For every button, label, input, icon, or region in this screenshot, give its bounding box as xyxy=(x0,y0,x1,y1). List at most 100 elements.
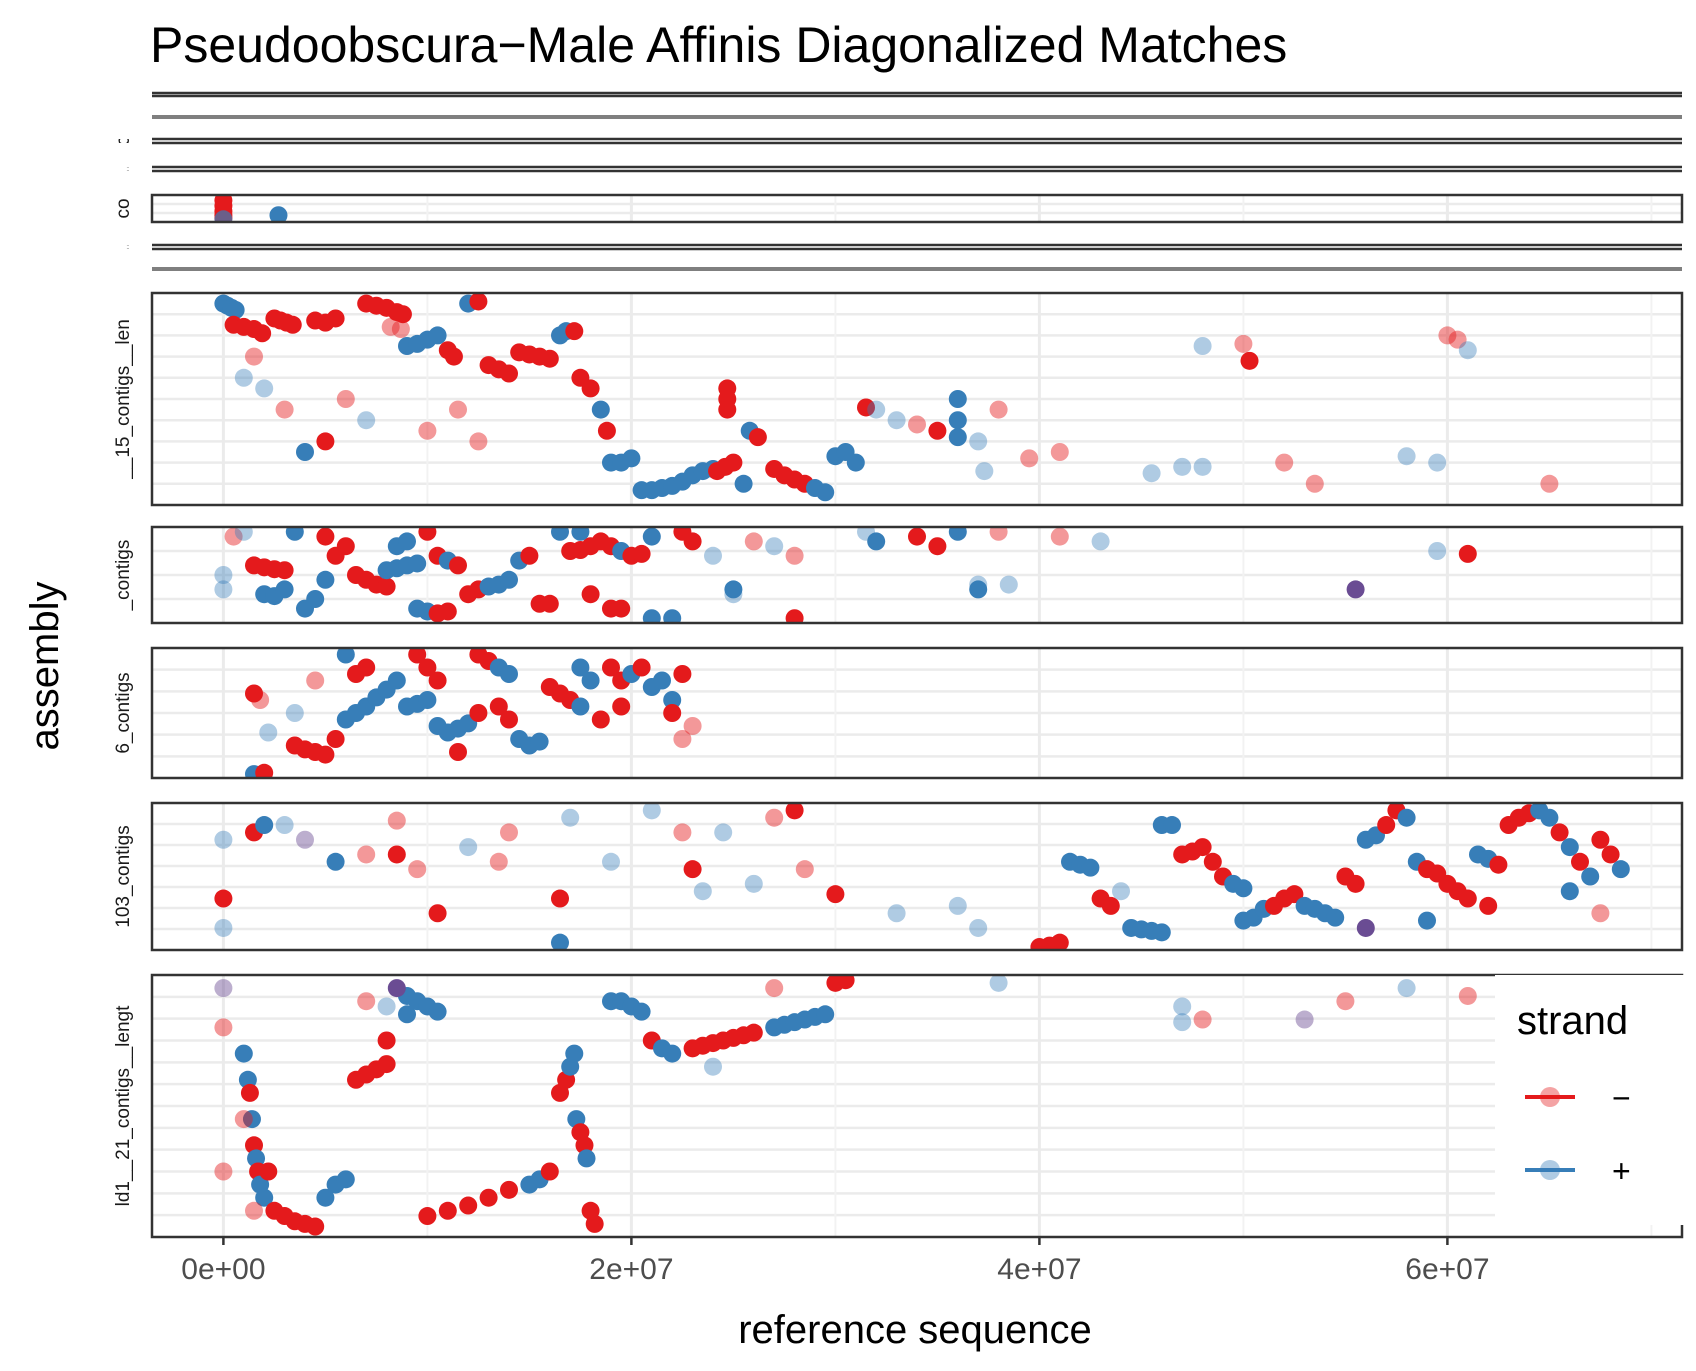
data-point xyxy=(326,309,345,328)
data-point xyxy=(836,975,855,990)
data-point xyxy=(683,532,702,551)
facet-panels: .... c.. co.... __15_contigs__len _contigs 6_… xyxy=(113,91,1684,1239)
data-point xyxy=(540,1162,559,1181)
data-point xyxy=(1418,911,1436,930)
data-point xyxy=(306,671,325,690)
data-point xyxy=(285,527,304,541)
data-point xyxy=(387,845,406,864)
data-point xyxy=(500,570,518,589)
data-point xyxy=(428,904,447,923)
data-point xyxy=(285,704,304,722)
points-layer xyxy=(214,975,1477,1236)
data-point xyxy=(377,577,396,596)
data-point xyxy=(428,326,447,345)
data-point xyxy=(1438,326,1457,345)
data-point xyxy=(234,1110,253,1129)
facet-panel: 6_contigs xyxy=(113,646,1684,780)
strip-label: .. xyxy=(113,164,134,175)
data-point xyxy=(642,609,661,623)
legend-label-minus: − xyxy=(1612,1080,1631,1116)
strip-label-clip: .. xyxy=(113,164,134,175)
data-point xyxy=(245,1201,263,1220)
data-point xyxy=(663,691,682,709)
data-point xyxy=(718,379,737,398)
data-point xyxy=(336,390,355,408)
data-point xyxy=(1193,1010,1212,1029)
data-point xyxy=(1173,457,1192,476)
data-point xyxy=(1142,464,1161,483)
data-point xyxy=(326,852,345,871)
data-point xyxy=(438,1201,457,1220)
strip-label-clip: co xyxy=(113,198,134,218)
data-point xyxy=(1050,933,1069,950)
data-point xyxy=(1591,830,1610,849)
data-point xyxy=(377,1055,396,1074)
data-point xyxy=(989,527,1008,541)
data-point xyxy=(336,648,355,664)
strip-label: .. xyxy=(113,112,134,123)
data-point xyxy=(948,390,967,408)
data-point xyxy=(928,537,947,556)
data-point xyxy=(449,400,467,419)
data-point xyxy=(214,1018,233,1037)
data-point xyxy=(1560,838,1579,857)
data-point xyxy=(948,896,967,915)
data-point xyxy=(306,590,325,608)
data-point xyxy=(765,808,784,827)
points-layer xyxy=(214,527,1477,623)
data-point xyxy=(632,658,651,677)
strip-label: c xyxy=(113,136,134,146)
data-point xyxy=(387,979,406,998)
data-point xyxy=(693,882,712,901)
data-point xyxy=(296,443,314,461)
data-point xyxy=(357,845,376,864)
data-point xyxy=(1163,816,1181,835)
data-point xyxy=(734,474,753,493)
data-point xyxy=(724,453,743,472)
data-point xyxy=(1458,889,1477,908)
data-point xyxy=(224,527,243,546)
strip-label: .. xyxy=(113,264,134,275)
data-point xyxy=(744,874,763,893)
data-point xyxy=(632,1002,651,1021)
x-axis-title: reference sequence xyxy=(738,1308,1092,1352)
panel-border xyxy=(150,291,1684,507)
data-point xyxy=(387,671,406,690)
data-point xyxy=(989,400,1008,419)
facet-panel: co xyxy=(113,193,1684,224)
legend-key-minus xyxy=(1525,1087,1575,1107)
data-point xyxy=(1305,474,1324,493)
data-point xyxy=(785,609,804,623)
data-point xyxy=(500,823,518,842)
data-point xyxy=(571,527,590,541)
data-point xyxy=(663,1044,682,1063)
data-point xyxy=(245,347,263,366)
data-point xyxy=(1020,449,1039,468)
data-point xyxy=(1591,904,1610,923)
data-point xyxy=(316,745,335,764)
data-point xyxy=(612,697,631,716)
panel-border xyxy=(150,193,1684,224)
data-point xyxy=(1101,896,1120,915)
data-point xyxy=(653,671,671,690)
data-point xyxy=(316,527,335,546)
facet-panel: .. xyxy=(113,243,1682,251)
strip-label-clip: .. xyxy=(113,245,134,249)
data-point xyxy=(214,830,233,849)
data-point xyxy=(391,320,410,339)
data-point xyxy=(551,527,569,541)
data-point xyxy=(551,933,569,950)
data-point xyxy=(275,816,294,835)
y-axis-title: assembly xyxy=(23,582,67,751)
chart-title: Pseudoobscura−Male Affinis Diagonalized … xyxy=(150,17,1287,73)
data-point xyxy=(673,665,692,683)
data-point xyxy=(816,1005,835,1024)
data-point xyxy=(1081,858,1100,877)
data-point xyxy=(418,421,437,440)
legend-background xyxy=(1495,975,1696,1225)
data-point xyxy=(1173,997,1192,1016)
data-point xyxy=(214,1162,233,1181)
data-point xyxy=(571,697,590,716)
data-point xyxy=(1540,808,1559,827)
